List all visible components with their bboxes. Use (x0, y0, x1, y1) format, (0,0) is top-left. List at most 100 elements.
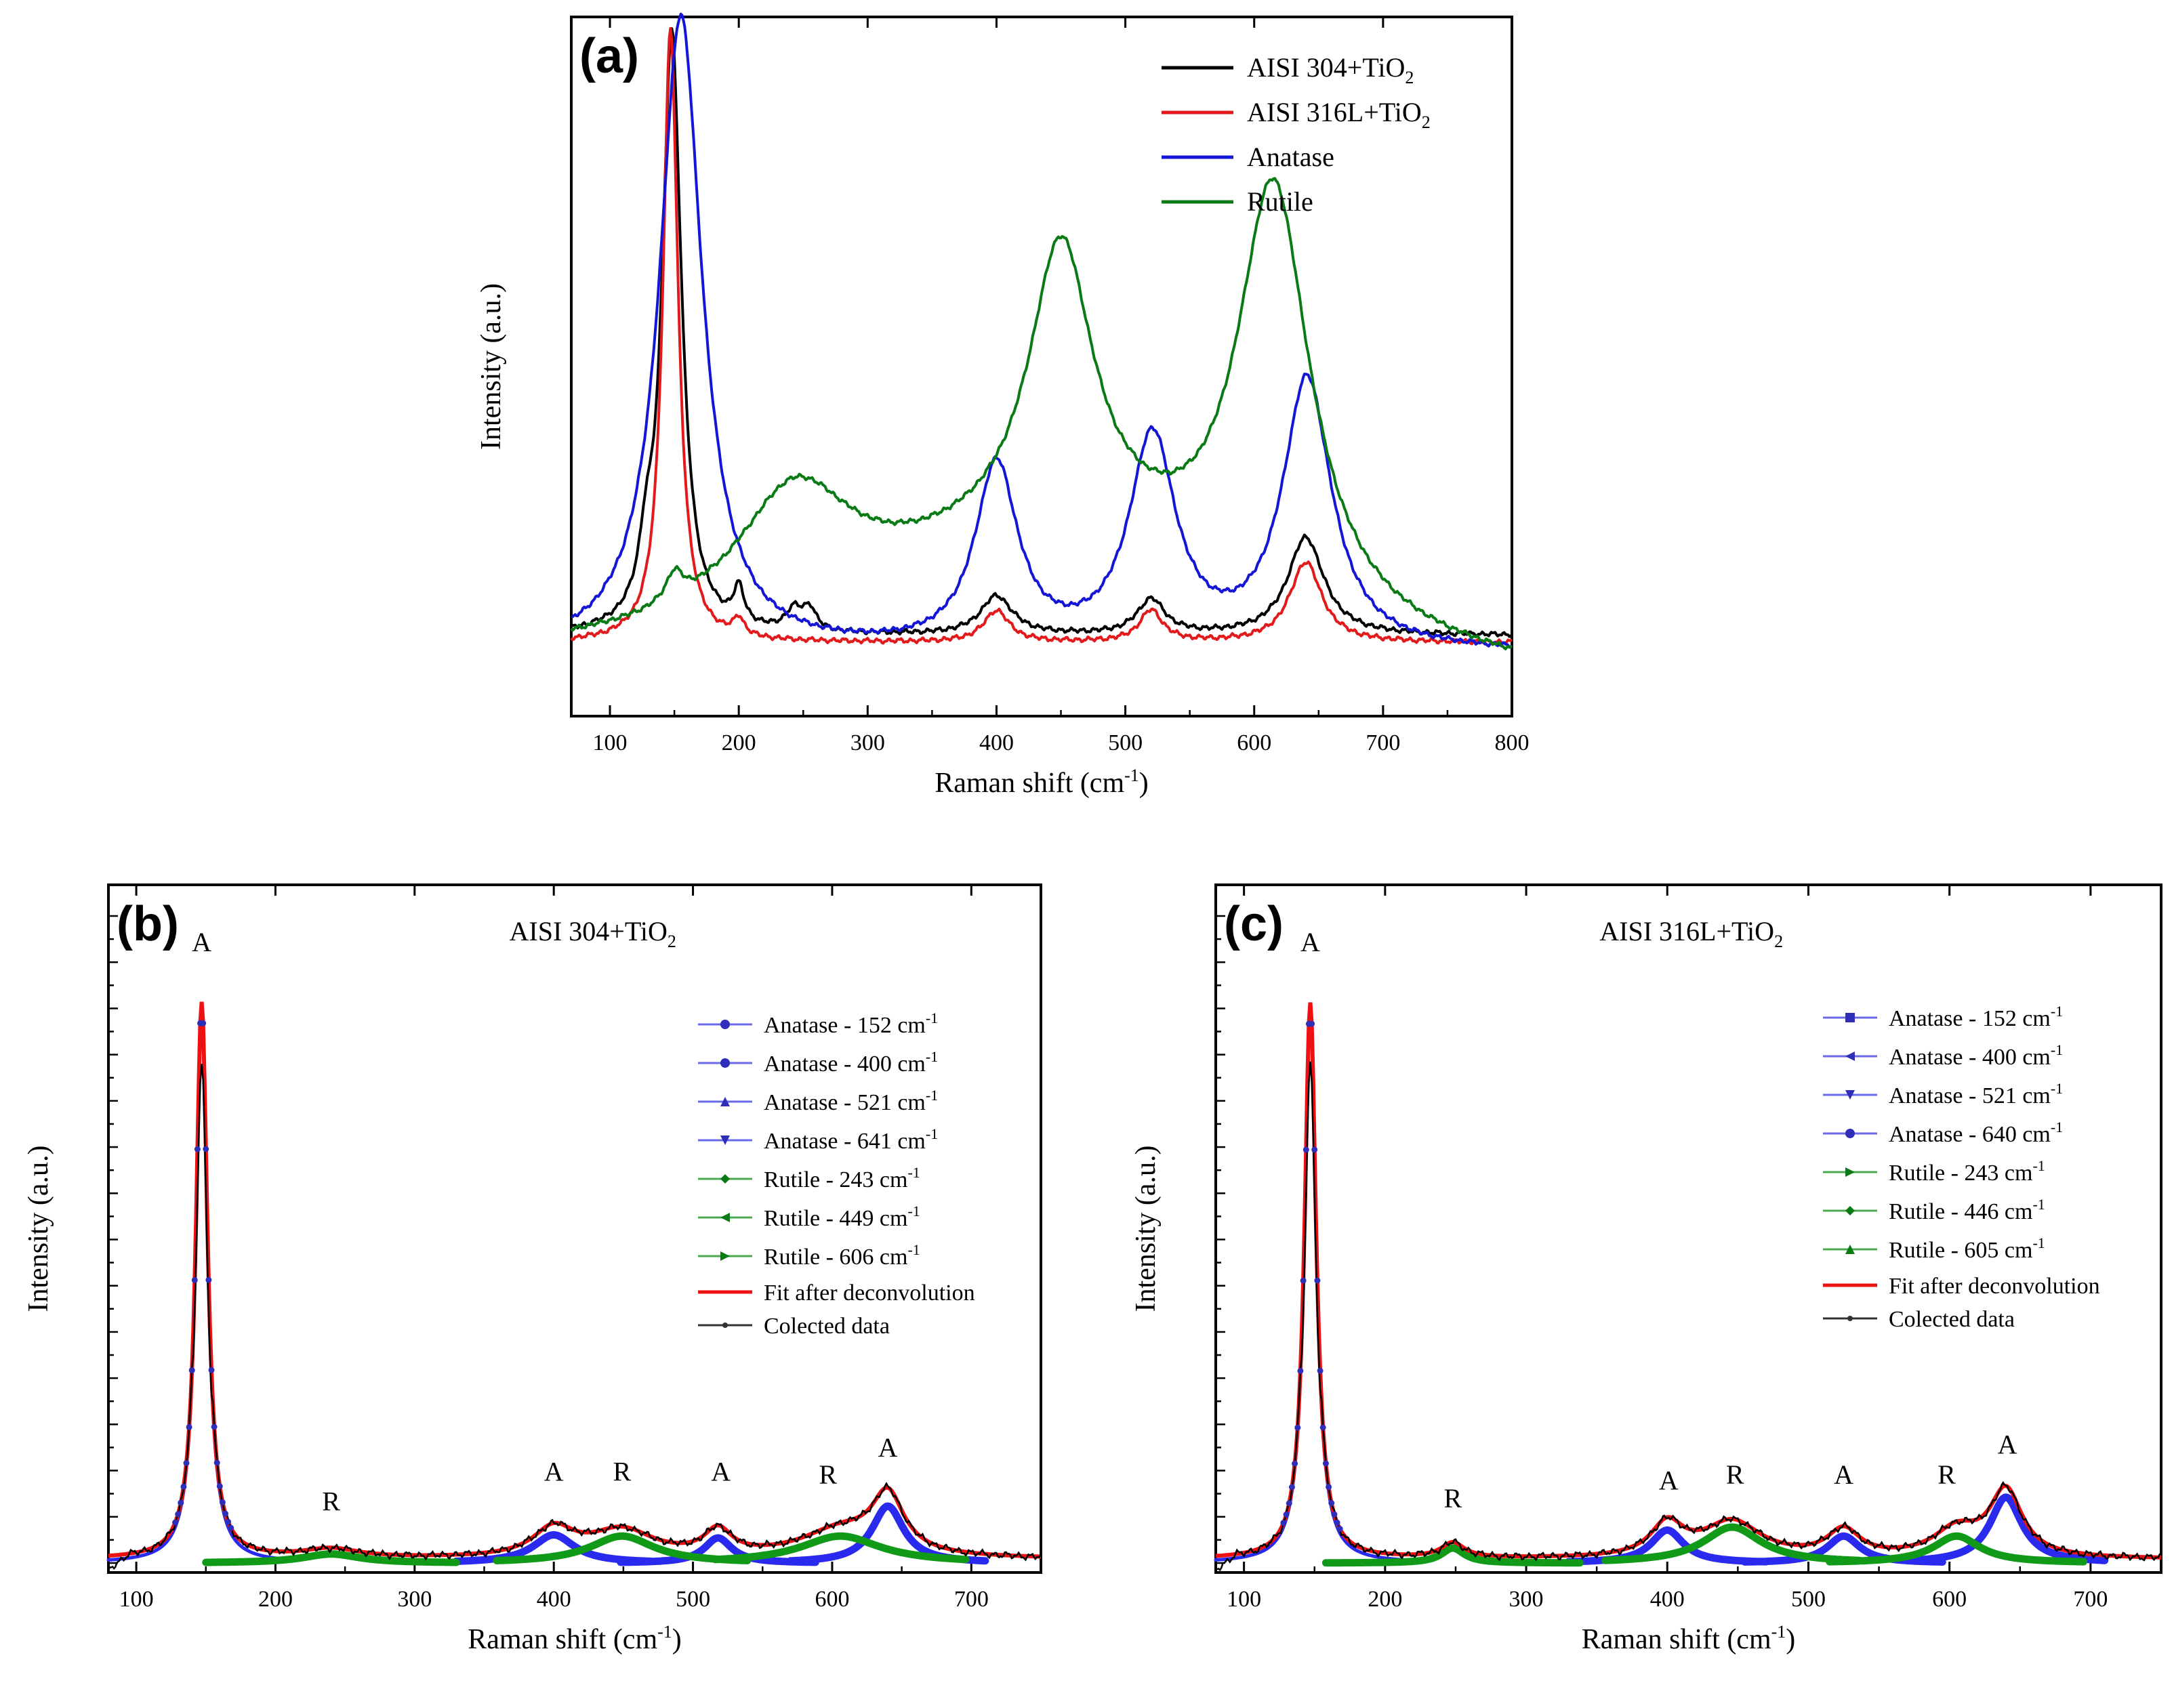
data-point (178, 1499, 184, 1506)
legend-marker (1845, 1206, 1855, 1215)
legend-label: Anatase - 640 cm-1 (1889, 1119, 2063, 1147)
data-point (1314, 1277, 1321, 1284)
x-tick-label: 600 (815, 1587, 849, 1612)
peak-label: A (192, 927, 211, 957)
chart-panel-b: 100 200 300 400 500 600 700 Raman shift (cm-1) I… (23, 883, 1042, 1655)
peak-label: A (878, 1432, 898, 1463)
legend-label: Anatase - 521 cm-1 (764, 1087, 938, 1115)
data-point (1317, 1367, 1324, 1374)
data-point (191, 1276, 198, 1283)
legend-label: Rutile - 243 cm-1 (1889, 1157, 2045, 1186)
data-point (1303, 1146, 1309, 1153)
series-line-anatase (571, 12, 1513, 649)
x-tick-label: 400 (537, 1587, 571, 1612)
data-point (1283, 1512, 1290, 1518)
legend-marker (722, 1322, 728, 1328)
data-point (183, 1460, 190, 1466)
panel-label: (a) (579, 29, 639, 83)
peak-label: R (613, 1456, 631, 1486)
x-tick-label: 300 (397, 1587, 432, 1612)
data-point (208, 1367, 215, 1373)
component-curve-rutile (202, 1550, 460, 1566)
y-axis-label: Intensity (a.u.) (23, 1145, 54, 1312)
component-curve-rutile (1601, 1523, 1863, 1564)
legend-label: Anatase - 152 cm-1 (1889, 1003, 2063, 1031)
legend-label: Rutile - 446 cm-1 (1889, 1196, 2045, 1224)
peak-label: A (1300, 927, 1320, 957)
data-point (1292, 1460, 1298, 1467)
component-curve-rutile (493, 1532, 752, 1564)
legend-marker (720, 1251, 730, 1261)
peak-label: A (544, 1456, 564, 1486)
data-point (211, 1423, 218, 1430)
legend-label: Anatase (1247, 142, 1334, 172)
x-tick-label: 500 (676, 1587, 710, 1612)
legend-label: Anatase - 641 cm-1 (764, 1125, 938, 1154)
peak-label: R (1726, 1459, 1744, 1490)
data-point (1297, 1367, 1304, 1374)
data-point (175, 1511, 182, 1518)
x-axis-label: Raman shift (cm-1) (468, 1622, 682, 1655)
data-point (1331, 1511, 1338, 1518)
legend-label: Fit after deconvolution (764, 1280, 975, 1306)
data-point (213, 1459, 220, 1466)
legend: Anatase - 152 cm-1 Anatase - 400 cm-1 Anat… (698, 1009, 975, 1339)
data-point (1319, 1424, 1326, 1431)
y-axis-label: Intensity (a.u.) (1130, 1145, 1162, 1312)
data-point (1294, 1424, 1301, 1431)
chart-panel-a: 100 200 300 400 500 600 700 800 Raman shift (cm-… (476, 12, 1530, 799)
legend-marker (1845, 1129, 1855, 1138)
plot-frame (1214, 883, 2162, 1574)
component-curve-anatase (1903, 1493, 2109, 1564)
legend-marker (1845, 1013, 1855, 1022)
legend-label: Anatase - 400 cm-1 (764, 1048, 938, 1077)
legend-label: Anatase - 152 cm-1 (764, 1009, 938, 1038)
legend-label: Colected data (764, 1314, 890, 1339)
plot-frame (107, 883, 1042, 1574)
x-axis-label: Raman shift (cm-1) (935, 766, 1149, 799)
peak-label: R (1937, 1459, 1956, 1490)
x-tick-label: 700 (2073, 1587, 2108, 1612)
x-tick-label: 700 (1366, 730, 1400, 755)
legend-label: Rutile - 605 cm-1 (1889, 1234, 2045, 1263)
peak-label: R (322, 1486, 340, 1517)
component-curve-anatase (617, 1534, 819, 1566)
data-point (219, 1499, 226, 1505)
x-tick-label: 600 (1237, 730, 1271, 755)
peak-label: A (1834, 1459, 1853, 1490)
series-line-aisi-316l-tio (570, 26, 1513, 646)
legend-marker (1845, 1167, 1855, 1177)
x-tick-label: 200 (1368, 1587, 1402, 1612)
legend-label: Anatase - 521 cm-1 (1889, 1080, 2063, 1108)
legend-marker (1845, 1245, 1855, 1254)
x-tick-label: 500 (1791, 1587, 1826, 1612)
data-point (216, 1483, 223, 1490)
x-tick-label: 300 (850, 730, 885, 755)
data-point (188, 1367, 195, 1374)
data-point (228, 1524, 234, 1531)
y-axis-label: Intensity (a.u.) (476, 283, 507, 450)
peak-label: A (1659, 1465, 1679, 1496)
legend: Anatase - 152 cm-1 Anatase - 400 cm-1 Anat… (1823, 1003, 2100, 1332)
x-tick-label: 200 (722, 730, 756, 755)
chart-title: AISI 316L+TiO2 (1599, 916, 1783, 951)
peak-label: R (1443, 1483, 1462, 1514)
fit-curve (108, 1001, 1041, 1559)
legend-label: AISI 316L+TiO2 (1247, 97, 1431, 132)
x-tick-label: 700 (954, 1587, 989, 1612)
collected-data-line (107, 1064, 1042, 1570)
legend-marker (720, 1136, 730, 1145)
panel-label: (b) (117, 897, 179, 951)
x-tick-label: 600 (1932, 1587, 1967, 1612)
x-tick-label: 100 (119, 1587, 154, 1612)
legend-marker (720, 1174, 730, 1184)
data-point (1280, 1520, 1287, 1526)
data-point (1322, 1460, 1329, 1467)
data-point (1328, 1500, 1335, 1506)
legend-label: Anatase - 400 cm-1 (1889, 1041, 2063, 1070)
legend-label: Rutile - 606 cm-1 (764, 1241, 920, 1270)
legend: AISI 304+TiO2 AISI 316L+TiO2 Anatase Rutile (1162, 52, 1431, 217)
legend-marker (720, 1058, 730, 1068)
data-point (1286, 1500, 1292, 1507)
